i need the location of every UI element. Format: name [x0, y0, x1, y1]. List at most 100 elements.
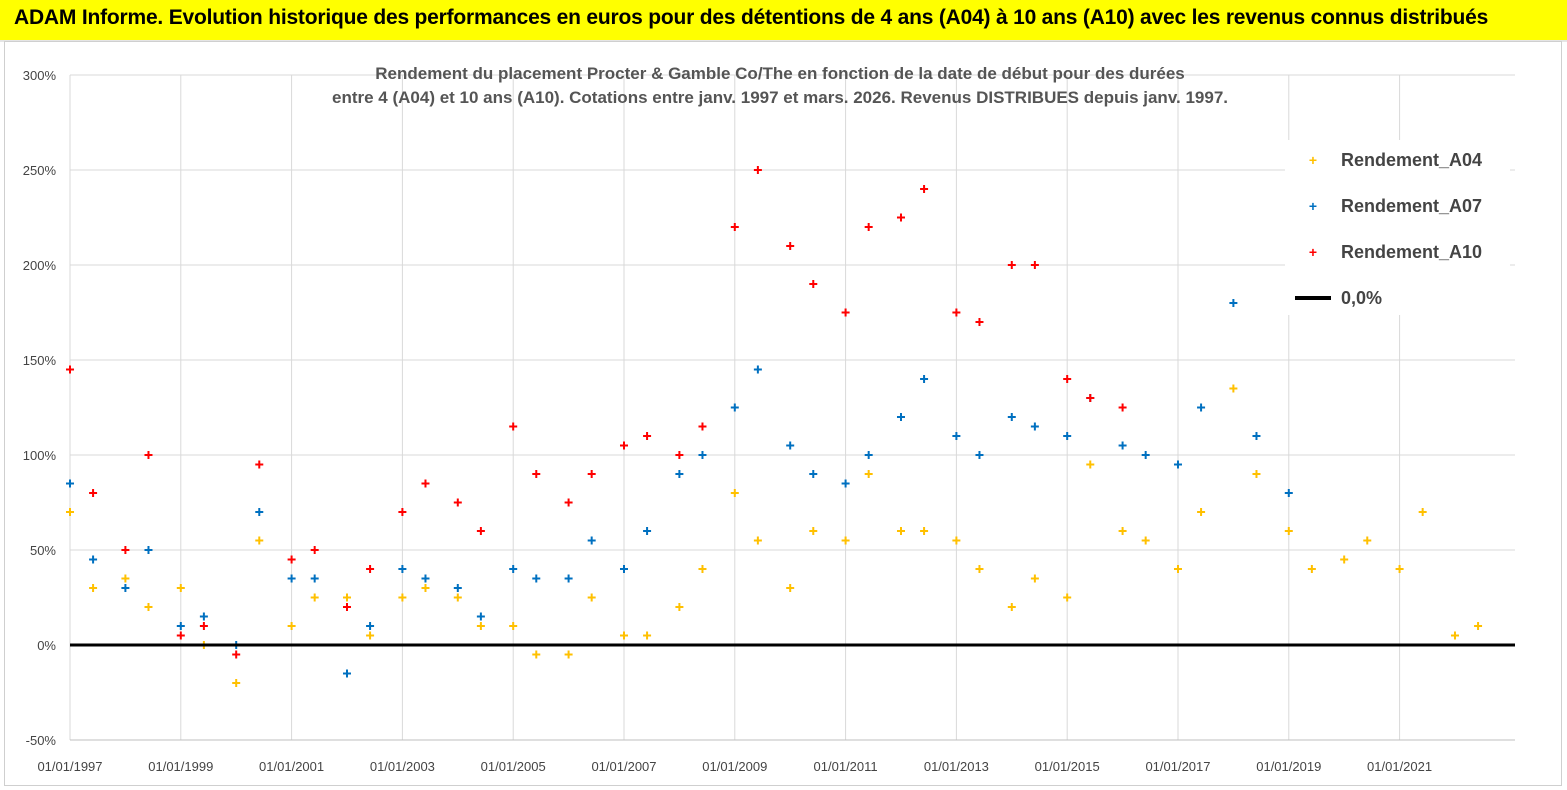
- data-point: [476, 527, 485, 535]
- data-point: [619, 631, 628, 640]
- legend-label: Rendement_A04: [1341, 149, 1483, 170]
- legend-marker-icon: +: [1308, 198, 1318, 214]
- data-point: [698, 565, 707, 573]
- data-point: [310, 574, 319, 583]
- data-point: [730, 223, 739, 231]
- banner: ADAM Informe. Evolution historique des p…: [0, 0, 1567, 42]
- data-point: [1063, 375, 1072, 383]
- x-tick-label: 01/01/2005: [481, 759, 546, 774]
- data-point: [1474, 622, 1483, 630]
- series-0: [66, 384, 1483, 687]
- data-point: [66, 479, 74, 488]
- data-point: [532, 470, 541, 478]
- data-point: [1229, 384, 1238, 393]
- data-point: [1340, 555, 1349, 564]
- data-point: [176, 631, 185, 640]
- data-point: [144, 546, 153, 554]
- data-point: [1252, 432, 1261, 440]
- data-point: [643, 527, 652, 535]
- data-point: [786, 584, 795, 592]
- data-point: [841, 479, 850, 488]
- data-point: [841, 536, 850, 545]
- data-point: [1450, 631, 1459, 640]
- data-point: [287, 622, 296, 630]
- x-tick-label: 01/01/2019: [1256, 759, 1321, 774]
- data-point: [176, 622, 185, 630]
- x-tick-label: 01/01/2021: [1367, 759, 1432, 774]
- data-point: [199, 622, 208, 630]
- data-point: [1086, 460, 1095, 469]
- data-point: [864, 470, 873, 478]
- data-point: [532, 650, 541, 659]
- data-point: [287, 555, 296, 564]
- data-point: [89, 584, 98, 592]
- data-point: [232, 679, 241, 687]
- y-tick-label: 0%: [37, 638, 56, 653]
- data-point: [975, 318, 984, 326]
- legend-label: Rendement_A10: [1341, 241, 1483, 262]
- data-point: [753, 536, 762, 545]
- data-point: [398, 565, 407, 573]
- data-point: [89, 489, 98, 497]
- data-point: [952, 536, 961, 545]
- series-2: [66, 166, 1127, 659]
- data-point: [1030, 261, 1039, 269]
- x-tick-label: 01/01/1997: [37, 759, 102, 774]
- data-point: [398, 508, 407, 516]
- data-point: [952, 308, 961, 317]
- data-point: [310, 593, 319, 602]
- data-point: [421, 574, 430, 583]
- data-point: [89, 555, 98, 564]
- data-point: [1284, 489, 1293, 497]
- data-point: [453, 498, 462, 507]
- data-point: [587, 536, 596, 545]
- data-point: [1229, 299, 1238, 307]
- data-point: [564, 498, 573, 507]
- data-point: [1007, 603, 1016, 611]
- data-point: [1197, 508, 1206, 516]
- data-point: [786, 441, 795, 450]
- data-point: [809, 470, 818, 478]
- legend-item-zero: 0,0%: [1285, 283, 1510, 313]
- data-point: [753, 166, 762, 174]
- data-point: [287, 574, 296, 583]
- data-point: [841, 308, 850, 317]
- series-1: [66, 299, 1293, 678]
- data-point: [730, 489, 739, 497]
- x-tick-label: 01/01/2003: [370, 759, 435, 774]
- data-point: [342, 593, 351, 602]
- data-point: [1418, 508, 1427, 516]
- x-tick-label: 01/01/2011: [814, 759, 878, 774]
- y-tick-label: 50%: [30, 543, 56, 558]
- data-point: [1063, 432, 1072, 440]
- legend-label: 0,0%: [1341, 287, 1383, 308]
- legend-line-icon: [1295, 296, 1331, 300]
- data-point: [398, 593, 407, 602]
- data-point: [1030, 574, 1039, 583]
- data-point: [509, 622, 518, 630]
- chart-subtitle-line-2: entre 4 (A04) et 10 ans (A10). Cotations…: [332, 88, 1228, 107]
- data-point: [366, 622, 375, 630]
- chart-subtitle-line-1: Rendement du placement Procter & Gamble …: [375, 64, 1185, 83]
- data-point: [476, 622, 485, 630]
- data-point: [753, 365, 762, 374]
- data-point: [587, 470, 596, 478]
- data-point: [366, 631, 375, 640]
- data-point: [532, 574, 541, 583]
- data-point: [1307, 565, 1316, 573]
- data-point: [896, 527, 905, 535]
- chart-frame: [4, 41, 1562, 786]
- y-tick-label: 250%: [23, 163, 57, 178]
- banner-title: ADAM Informe. Evolution historique des p…: [14, 6, 1489, 29]
- data-point: [809, 527, 818, 535]
- data-point: [255, 536, 264, 545]
- data-point: [453, 584, 462, 592]
- data-point: [176, 584, 185, 592]
- data-point: [66, 365, 74, 374]
- legend-label: Rendement_A07: [1341, 195, 1483, 216]
- legend-item-a04: + Rendement_A04: [1285, 145, 1510, 175]
- data-point: [255, 460, 264, 469]
- data-point: [643, 631, 652, 640]
- y-tick-label: -50%: [26, 733, 57, 748]
